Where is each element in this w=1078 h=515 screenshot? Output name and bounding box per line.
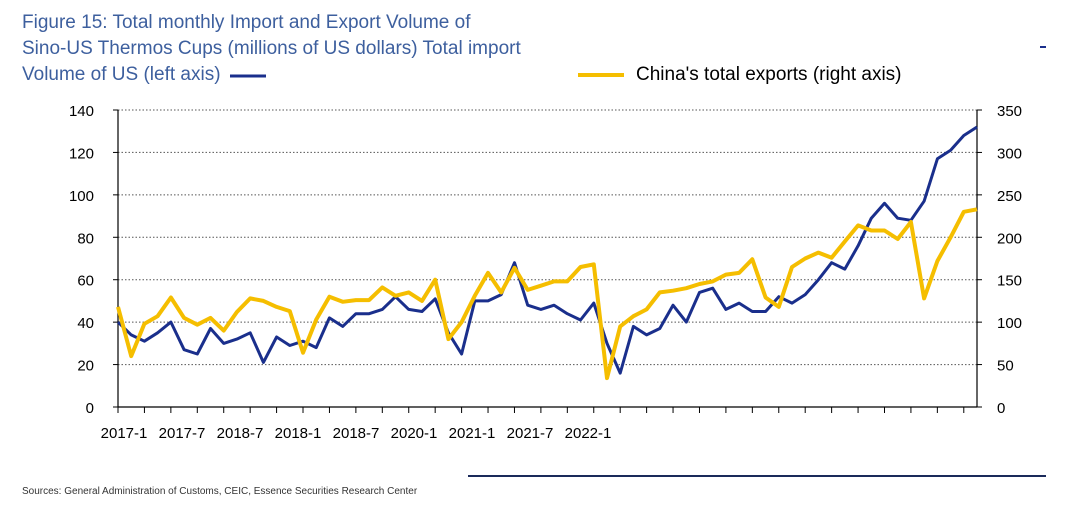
x-axis-tick-label: 2017-7	[159, 425, 206, 442]
corner-dash-mark	[1040, 46, 1046, 48]
left-axis-tick-label: 100	[69, 188, 94, 205]
x-axis-tick-label: 2018-7	[333, 425, 380, 442]
source-note: Sources: General Administration of Custo…	[22, 486, 418, 497]
x-axis-tick-label: 2018-1	[275, 425, 322, 442]
axes	[113, 109, 982, 413]
chart-title-line: Sino-US Thermos Cups (millions of US dol…	[22, 38, 521, 59]
right-axis-tick-label: 200	[997, 230, 1022, 247]
footer-rule	[468, 475, 1046, 477]
left-axis-tick-label: 60	[77, 273, 94, 290]
chart-title-line: Figure 15: Total monthly Import and Expo…	[22, 12, 471, 33]
series-line-china-exports	[116, 207, 978, 381]
left-axis-tick-label: 80	[77, 230, 94, 247]
right-axis-tick-label: 100	[997, 315, 1022, 332]
left-axis-tick-label: 120	[69, 145, 94, 162]
legend-china-exports: China's total exports (right axis)	[578, 64, 902, 86]
left-axis-tick-label: 140	[69, 103, 94, 120]
x-axis-tick-label: 2021-1	[449, 425, 496, 442]
legend-swatch-china-exports	[578, 73, 624, 77]
right-axis-tick-label: 300	[997, 145, 1022, 162]
right-axis-tick-label: 150	[997, 273, 1022, 290]
right-axis-tick-label: 250	[997, 188, 1022, 205]
chart-title-line: Volume of US (left axis)	[22, 64, 221, 85]
left-axis-tick-label: 40	[77, 315, 94, 332]
x-axis-tick-label: 2017-1	[101, 425, 148, 442]
legend-label-china-exports: China's total exports (right axis)	[636, 64, 902, 85]
series-lines	[116, 125, 978, 381]
x-axis-tick-label: 2020-1	[391, 425, 438, 442]
x-axis-tick-label: 2022-1	[565, 425, 612, 442]
left-axis-tick-label: 0	[86, 400, 94, 417]
right-axis-tick-label: 50	[997, 358, 1014, 375]
right-axis-tick-label: 350	[997, 103, 1022, 120]
tick-labels: 0 20 40 60 80 100 120 140 0 50 100 150 200 250 300 350 2…	[69, 103, 1022, 442]
x-axis-tick-label: 2021-7	[507, 425, 554, 442]
x-axis-tick-label: 2018-7	[217, 425, 264, 442]
right-axis-tick-label: 0	[997, 400, 1005, 417]
series-line-us-imports	[116, 125, 978, 375]
chart-title: Figure 15: Total monthly Import and Expo…	[22, 10, 582, 88]
left-axis-tick-label: 20	[77, 358, 94, 375]
